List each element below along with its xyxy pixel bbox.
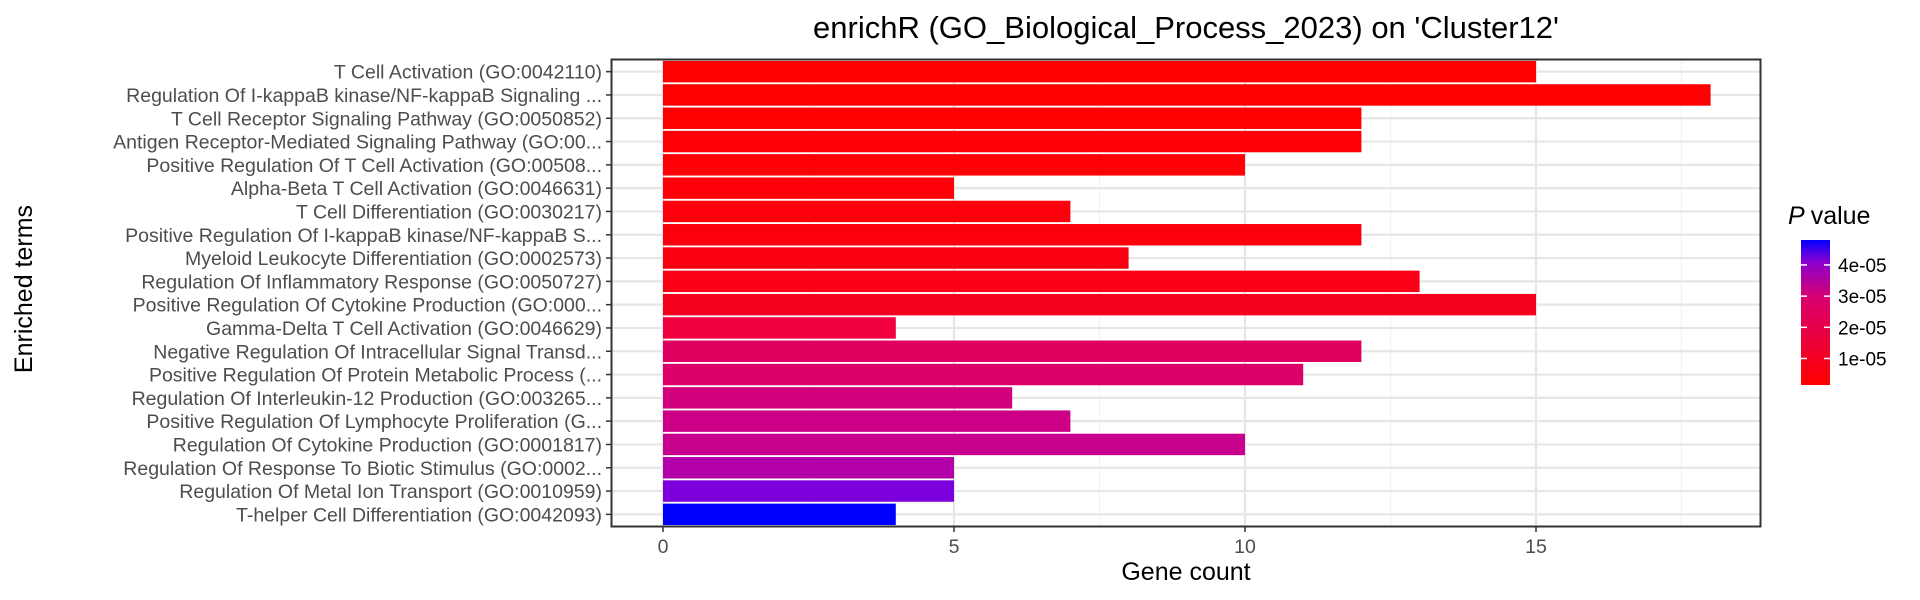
y-tick-label: Regulation Of Response To Biotic Stimulu… (123, 458, 602, 480)
bar (663, 247, 1129, 269)
legend-ticks: 1e-05 2e-05 3e-05 4e-05 (1801, 256, 1887, 370)
bar (663, 200, 1071, 223)
bar (663, 130, 1362, 153)
y-tick-label: Positive Regulation Of Protein Metabolic… (149, 365, 602, 387)
legend-tick-label: 3e-05 (1838, 287, 1887, 308)
x-axis-title: Gene count (1121, 558, 1250, 586)
x-tick-label: 15 (1525, 536, 1547, 558)
y-tick-label: T Cell Receptor Signaling Pathway (GO:00… (171, 108, 602, 130)
bar (663, 410, 1071, 432)
x-axis-ticks: 0 5 10 15 (658, 526, 1547, 558)
y-tick-label: Positive Regulation Of Lymphocyte Prolif… (146, 411, 602, 433)
bar (663, 84, 1711, 106)
y-tick-label: Positive Regulation Of T Cell Activation… (146, 155, 602, 177)
bar (663, 433, 1245, 456)
legend-tick-label: 4e-05 (1838, 256, 1887, 277)
bar (663, 457, 954, 479)
bar (663, 387, 1013, 409)
bar (663, 363, 1304, 386)
y-tick-label: Regulation Of Inflammatory Response (GO:… (141, 271, 602, 293)
legend-title-rest: value (1811, 202, 1871, 230)
bar (663, 340, 1362, 362)
y-tick-label: Regulation Of I-kappaB kinase/NF-kappaB … (126, 85, 602, 107)
bar (663, 270, 1420, 293)
chart-title: enrichR (GO_Biological_Process_2023) on … (813, 10, 1559, 45)
y-tick-label: T Cell Differentiation (GO:0030217) (296, 201, 602, 223)
bar (663, 60, 1536, 83)
y-tick-label: Regulation Of Metal Ion Transport (GO:00… (179, 481, 602, 503)
x-tick-label: 5 (949, 536, 960, 558)
y-tick-label: Positive Regulation Of Cytokine Producti… (133, 295, 602, 317)
y-tick-label: Alpha-Beta T Cell Activation (GO:0046631… (231, 178, 602, 200)
bar (663, 107, 1362, 129)
bar (663, 224, 1362, 246)
plot-panel-border (610, 58, 1762, 528)
y-tick-label: Positive Regulation Of I-kappaB kinase/N… (125, 225, 602, 247)
bar (663, 293, 1536, 316)
x-tick-label: 0 (658, 536, 669, 558)
legend-colorbar (1801, 240, 1830, 385)
y-tick-label: Regulation Of Cytokine Production (GO:00… (173, 434, 602, 456)
y-tick-label: Regulation Of Interleukin-12 Production … (132, 388, 602, 410)
y-tick-label: T Cell Activation (GO:0042110) (334, 62, 602, 84)
bar (663, 480, 954, 502)
y-axis-ticks: T Cell Activation (GO:0042110)Regulation… (113, 62, 612, 526)
y-tick-label: T-helper Cell Differentiation (GO:004209… (236, 504, 602, 526)
y-tick-label: Myeloid Leukocyte Differentiation (GO:00… (185, 248, 602, 270)
bars-group (663, 60, 1711, 526)
legend-tick-label: 1e-05 (1838, 349, 1887, 370)
grid-lines (612, 60, 1760, 526)
y-axis-title: Enriched terms (10, 205, 38, 373)
bar (663, 503, 896, 526)
y-tick-label: Negative Regulation Of Intracellular Sig… (153, 341, 602, 363)
bar (663, 177, 954, 199)
bar (663, 154, 1245, 176)
y-tick-label: Antigen Receptor-Mediated Signaling Path… (113, 132, 602, 154)
x-tick-label: 10 (1234, 536, 1256, 558)
legend-tick-label: 2e-05 (1838, 318, 1887, 339)
y-tick-label: Gamma-Delta T Cell Activation (GO:004662… (206, 318, 602, 340)
bar (663, 317, 896, 339)
